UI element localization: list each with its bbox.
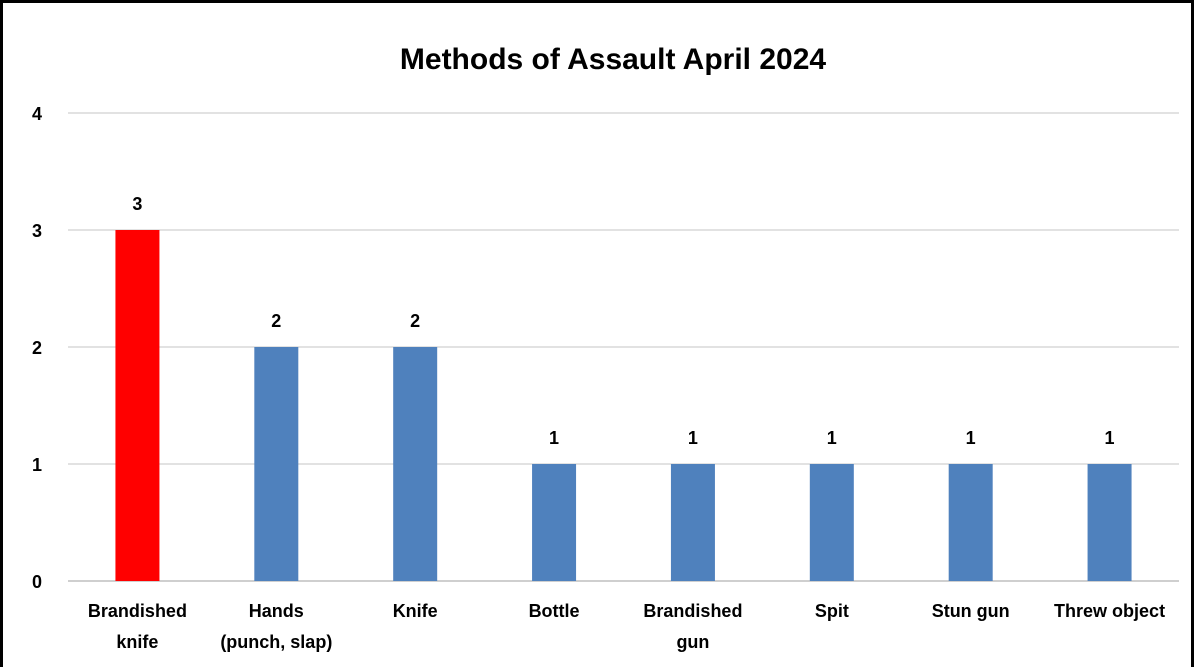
- bar: [115, 230, 160, 581]
- bar-data-label: 1: [966, 428, 976, 448]
- y-tick-label: 0: [32, 572, 42, 592]
- y-tick-label: 3: [32, 221, 42, 241]
- bar-data-label: 1: [827, 428, 837, 448]
- x-axis-ticks: Brandished knife Hands (punch, slap) Knife Bo…: [88, 601, 1165, 652]
- y-tick-label: 2: [32, 338, 42, 358]
- bar-data-label: 2: [410, 311, 420, 331]
- x-tick-label: Spit: [815, 601, 849, 621]
- x-tick-label: Brandished knife: [88, 601, 187, 652]
- x-tick-label-line: Spit: [815, 601, 849, 621]
- bar: [254, 347, 299, 581]
- bar: [670, 464, 715, 581]
- y-tick-label: 4: [32, 104, 42, 124]
- bar: [532, 464, 577, 581]
- x-tick-label-line: Hands: [249, 601, 304, 621]
- x-tick-label-line: Threw object: [1054, 601, 1165, 621]
- x-tick-label-line: gun: [676, 632, 709, 652]
- x-tick-label-line: Stun gun: [932, 601, 1010, 621]
- bar: [948, 464, 993, 581]
- x-tick-label-line: Knife: [393, 601, 438, 621]
- x-tick-label-line: Bottle: [529, 601, 580, 621]
- x-tick-label-line: knife: [116, 632, 158, 652]
- x-tick-label: Bottle: [529, 601, 580, 621]
- grid-lines: [68, 112, 1179, 582]
- x-tick-label: Threw object: [1054, 601, 1165, 621]
- x-tick-label: Brandished gun: [643, 601, 742, 652]
- x-tick-label: Knife: [393, 601, 438, 621]
- x-tick-label: Stun gun: [932, 601, 1010, 621]
- bar-data-label: 1: [1105, 428, 1115, 448]
- bar-data-label: 1: [549, 428, 559, 448]
- bar-data-label: 1: [688, 428, 698, 448]
- x-tick-label-line: Brandished: [88, 601, 187, 621]
- y-tick-label: 1: [32, 455, 42, 475]
- bar: [809, 464, 854, 581]
- x-tick-label-line: Brandished: [643, 601, 742, 621]
- bar-data-label: 2: [271, 311, 281, 331]
- chart-title: Methods of Assault April 2024: [400, 43, 827, 76]
- x-tick-label-line: (punch, slap): [220, 632, 332, 652]
- y-axis-ticks: 0 1 2 3 4: [32, 104, 42, 592]
- x-tick-label: Hands (punch, slap): [220, 601, 332, 652]
- bar-series: [115, 230, 1132, 581]
- bar-data-label: 3: [132, 194, 142, 214]
- chart-svg: Methods of Assault April 2024 0 1 2 3 4 3 2 2 1…: [32, 43, 1179, 652]
- data-labels: 3 2 2 1 1 1 1 1: [132, 194, 1114, 448]
- bar: [393, 347, 438, 581]
- bar: [1087, 464, 1132, 581]
